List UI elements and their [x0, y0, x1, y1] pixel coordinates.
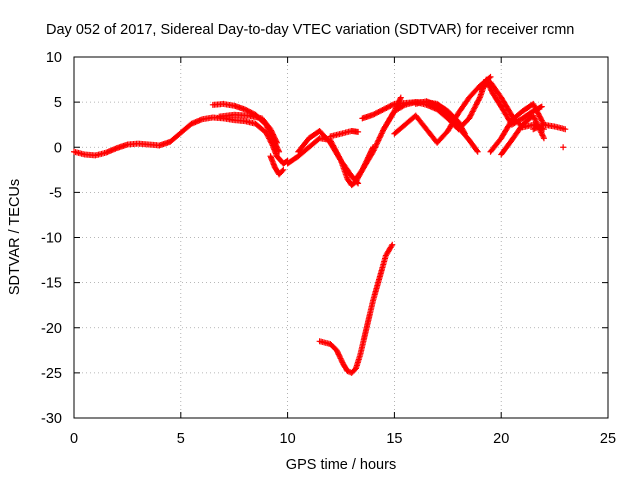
y-tick-label: -15 [41, 276, 62, 292]
series-point-1 [560, 144, 567, 151]
data-point-run [177, 121, 194, 136]
data-point-run [284, 154, 301, 167]
data-point-run [498, 94, 515, 118]
y-tick-label: 5 [54, 95, 62, 111]
data-point-run [487, 136, 504, 155]
x-tick-label: 0 [70, 431, 78, 447]
data-point-run [487, 79, 504, 100]
data-point-run [508, 116, 525, 128]
y-tick-label: 10 [46, 50, 62, 66]
data-point-run [352, 353, 363, 372]
data-point-run [295, 145, 311, 160]
series-track-8 [352, 144, 377, 182]
series-track-7 [327, 128, 362, 140]
data-point-run [338, 128, 354, 137]
data-point-run [352, 168, 365, 182]
data-point-run [252, 120, 269, 135]
axis-tick-labels: 0 5 10 15 20 25 -30 -25 -20 -15 -10 -5 0 5 10 [41, 50, 616, 447]
series-track-16 [498, 112, 547, 158]
data-point-run [267, 126, 280, 146]
data-point-run [498, 103, 515, 127]
data-point-run [380, 109, 397, 133]
y-tick-label: 0 [54, 140, 62, 156]
data-point-run [327, 139, 344, 163]
data-point-run [199, 114, 215, 123]
data-point-run [338, 157, 354, 178]
data-point-run [380, 101, 397, 113]
series-track-12 [391, 73, 494, 146]
data-point-run [434, 102, 450, 118]
data-point-run [92, 150, 108, 159]
data-point-run [276, 166, 287, 178]
x-tick-label: 20 [493, 431, 509, 447]
data-point-run [455, 124, 472, 142]
data-point-run [423, 126, 440, 145]
series-track-17 [498, 103, 545, 128]
data-point-run [295, 136, 311, 155]
data-point-run [316, 128, 333, 145]
data-point-run [530, 112, 547, 142]
data-point-run [340, 360, 350, 373]
data-point-run [455, 95, 472, 116]
data-point-run [305, 136, 322, 151]
series-track-1 [71, 114, 291, 167]
data-point-run [327, 131, 343, 140]
y-tick-label: -10 [41, 231, 62, 247]
x-tick-label: 10 [280, 431, 296, 447]
data-points [71, 73, 569, 376]
data-point-run [519, 108, 536, 122]
data-point-run [327, 340, 339, 353]
data-point-run [71, 148, 87, 158]
data-point-run [365, 144, 377, 160]
data-point [560, 144, 567, 151]
data-point-run [498, 138, 514, 158]
data-point-run [333, 347, 346, 366]
data-point-run [258, 115, 273, 131]
data-point-run [444, 112, 461, 130]
data-point-run [344, 368, 354, 376]
data-point-run [359, 154, 372, 173]
y-axis-label: SDTVAR / TECUs [7, 179, 23, 295]
x-tick-label: 5 [177, 431, 185, 447]
data-point-run [391, 122, 407, 137]
axis-ticks [73, 56, 609, 419]
series-track-3 [216, 111, 280, 146]
data-point-run [363, 299, 376, 331]
data-point-run [489, 90, 505, 110]
x-tick-label: 25 [600, 431, 616, 447]
data-point-run [348, 366, 358, 376]
data-point-run [412, 112, 429, 131]
data-point-run [241, 106, 258, 118]
data-point-run [530, 103, 545, 115]
chart-title: Day 052 of 2017, Sidereal Day-to-day VTE… [46, 22, 574, 38]
data-point-run [357, 326, 370, 358]
data-point-run [348, 128, 362, 135]
y-tick-label: -30 [41, 411, 62, 427]
data-point-run [508, 109, 525, 124]
data-point-run [167, 130, 183, 145]
data-point-run [551, 123, 569, 133]
data-point-run [466, 137, 481, 155]
data-point-run [370, 276, 383, 304]
x-tick-label: 15 [386, 431, 402, 447]
y-tick-label: -25 [41, 366, 62, 382]
data-point-run [376, 254, 389, 282]
data-point-run [370, 107, 386, 118]
grid-lines [74, 57, 608, 418]
data-point-run [382, 241, 396, 259]
series-track-13 [412, 98, 481, 155]
y-tick-label: -5 [49, 185, 62, 201]
x-axis-label: GPS time / hours [286, 457, 396, 473]
data-point-run [434, 129, 450, 146]
series-track-6 [295, 128, 362, 187]
data-point-run [263, 129, 275, 148]
data-point-run [508, 122, 525, 144]
data-point-run [466, 95, 483, 122]
series-track-18 [530, 121, 569, 133]
series-track-9 [316, 241, 396, 376]
y-tick-label: -20 [41, 321, 62, 337]
data-point-run [391, 102, 407, 115]
series-track-4 [267, 153, 287, 178]
